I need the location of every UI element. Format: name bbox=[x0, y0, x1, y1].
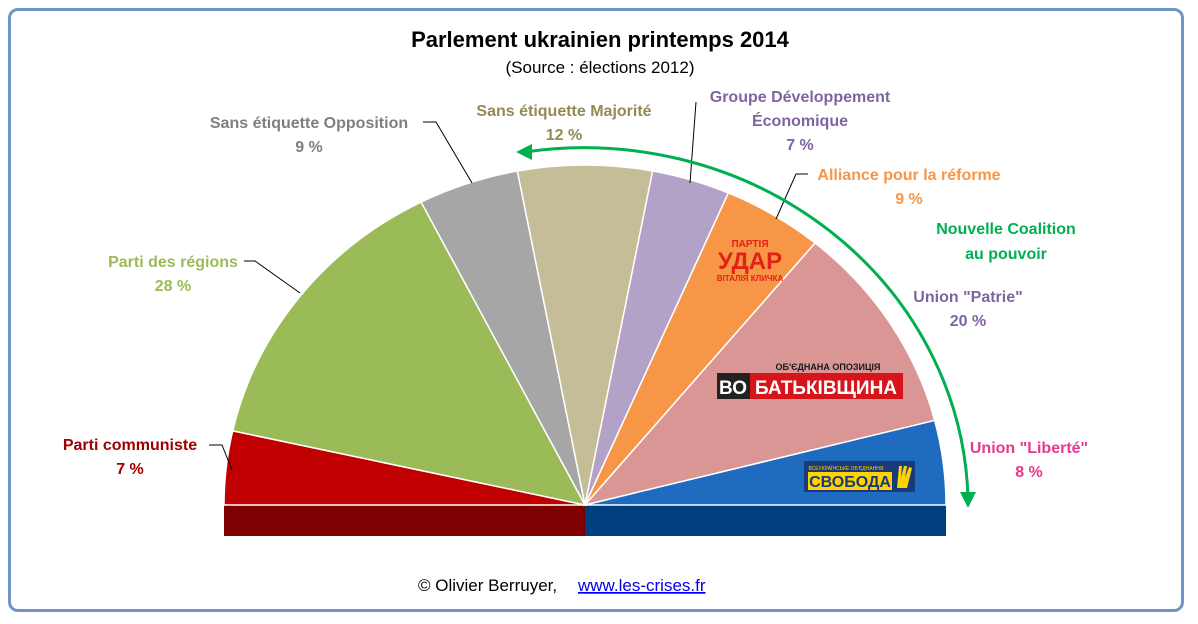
footer-credit: © Olivier Berruyer, bbox=[418, 576, 557, 595]
chart-subtitle: (Source : élections 2012) bbox=[506, 58, 695, 77]
coalition-label-line1: Nouvelle Coalition bbox=[936, 221, 1076, 238]
label-groupe-developpement-line1: Groupe Développement bbox=[710, 89, 891, 106]
value-groupe-developpement: 7 % bbox=[786, 137, 814, 154]
label-alliance-pour-la-reforme: Alliance pour la réforme bbox=[817, 167, 1000, 184]
slices bbox=[223, 164, 947, 507]
batkivshchyna-logo-vo: ВО bbox=[719, 378, 747, 399]
udar-logo-main: УДАР bbox=[718, 248, 782, 275]
value-parti-communiste: 7 % bbox=[116, 461, 144, 478]
batkivshchyna-logo-main: БАТЬКІВЩИНА bbox=[755, 378, 897, 399]
value-union-patrie: 20 % bbox=[950, 313, 986, 330]
svoboda-logo-main: СВОБОДА bbox=[809, 474, 891, 491]
leader-alliance-pour-la-reforme bbox=[775, 173, 808, 220]
label-sans-etiquette-majorite: Sans étiquette Majorité bbox=[476, 103, 651, 120]
batkivshchyna-logo-top: ОБ'ЄДНАНА ОПОЗИЦІЯ bbox=[775, 362, 880, 372]
value-alliance-pour-la-reforme: 9 % bbox=[895, 191, 923, 208]
label-union-liberte: Union "Liberté" bbox=[970, 440, 1088, 457]
label-union-patrie: Union "Patrie" bbox=[913, 289, 1022, 306]
coalition-arrow-head-right bbox=[960, 492, 976, 508]
coalition-label-line2: au pouvoir bbox=[965, 246, 1047, 263]
svoboda-logo: ВСЕУКРАЇНСЬКЕ ОБ'ЄДНАННЯ СВОБОДА bbox=[804, 461, 915, 492]
label-parti-des-regions: Parti des régions bbox=[108, 254, 238, 271]
leader-parti-des-regions bbox=[244, 260, 301, 294]
batkivshchyna-logo-main-box bbox=[750, 373, 903, 399]
label-groupe-developpement-line2: Économique bbox=[752, 111, 848, 130]
leader-groupe-developpement bbox=[689, 101, 697, 184]
footer-link[interactable]: www.les-crises.fr bbox=[577, 576, 706, 595]
chart-title: Parlement ukrainien printemps 2014 bbox=[411, 27, 790, 52]
slice-parti-des-regions bbox=[231, 201, 587, 507]
svoboda-hand-icon bbox=[897, 466, 912, 488]
slice-sans-etiquette-majorite bbox=[516, 164, 654, 506]
svoboda-logo-top: ВСЕУКРАЇНСЬКЕ ОБ'ЄДНАННЯ bbox=[809, 465, 884, 472]
value-sans-etiquette-majorite: 12 % bbox=[546, 127, 582, 144]
label-sans-etiquette-opposition: Sans étiquette Opposition bbox=[210, 115, 408, 132]
base-strip-left bbox=[224, 505, 585, 536]
chart-frame bbox=[8, 8, 1184, 612]
coalition-arrow-head-left bbox=[516, 144, 532, 160]
udar-logo: ПАРТІЯ УДАР ВІТАЛІЯ КЛИЧКА bbox=[717, 239, 784, 283]
leader-lines bbox=[209, 101, 808, 471]
slice-labels: Parti communiste 7 % Parti des régions 28 %… bbox=[63, 89, 1088, 481]
coalition-arrow-line bbox=[524, 146, 970, 499]
value-parti-des-regions: 28 % bbox=[155, 278, 191, 295]
batkivshchyna-logo: ОБ'ЄДНАНА ОПОЗИЦІЯ ВО БАТЬКІВЩИНА bbox=[717, 362, 903, 399]
label-parti-communiste: Parti communiste bbox=[63, 437, 197, 454]
base-strip-right bbox=[585, 505, 946, 536]
value-sans-etiquette-opposition: 9 % bbox=[295, 139, 323, 156]
udar-logo-top: ПАРТІЯ bbox=[731, 239, 768, 250]
udar-logo-bottom: ВІТАЛІЯ КЛИЧКА bbox=[717, 274, 784, 283]
leader-parti-communiste bbox=[209, 444, 233, 471]
batkivshchyna-logo-vo-box bbox=[717, 373, 750, 399]
leader-sans-etiquette-opposition bbox=[423, 121, 473, 184]
svoboda-logo-band bbox=[808, 472, 892, 490]
coalition-arrow bbox=[516, 144, 976, 508]
value-union-liberte: 8 % bbox=[1015, 464, 1043, 481]
